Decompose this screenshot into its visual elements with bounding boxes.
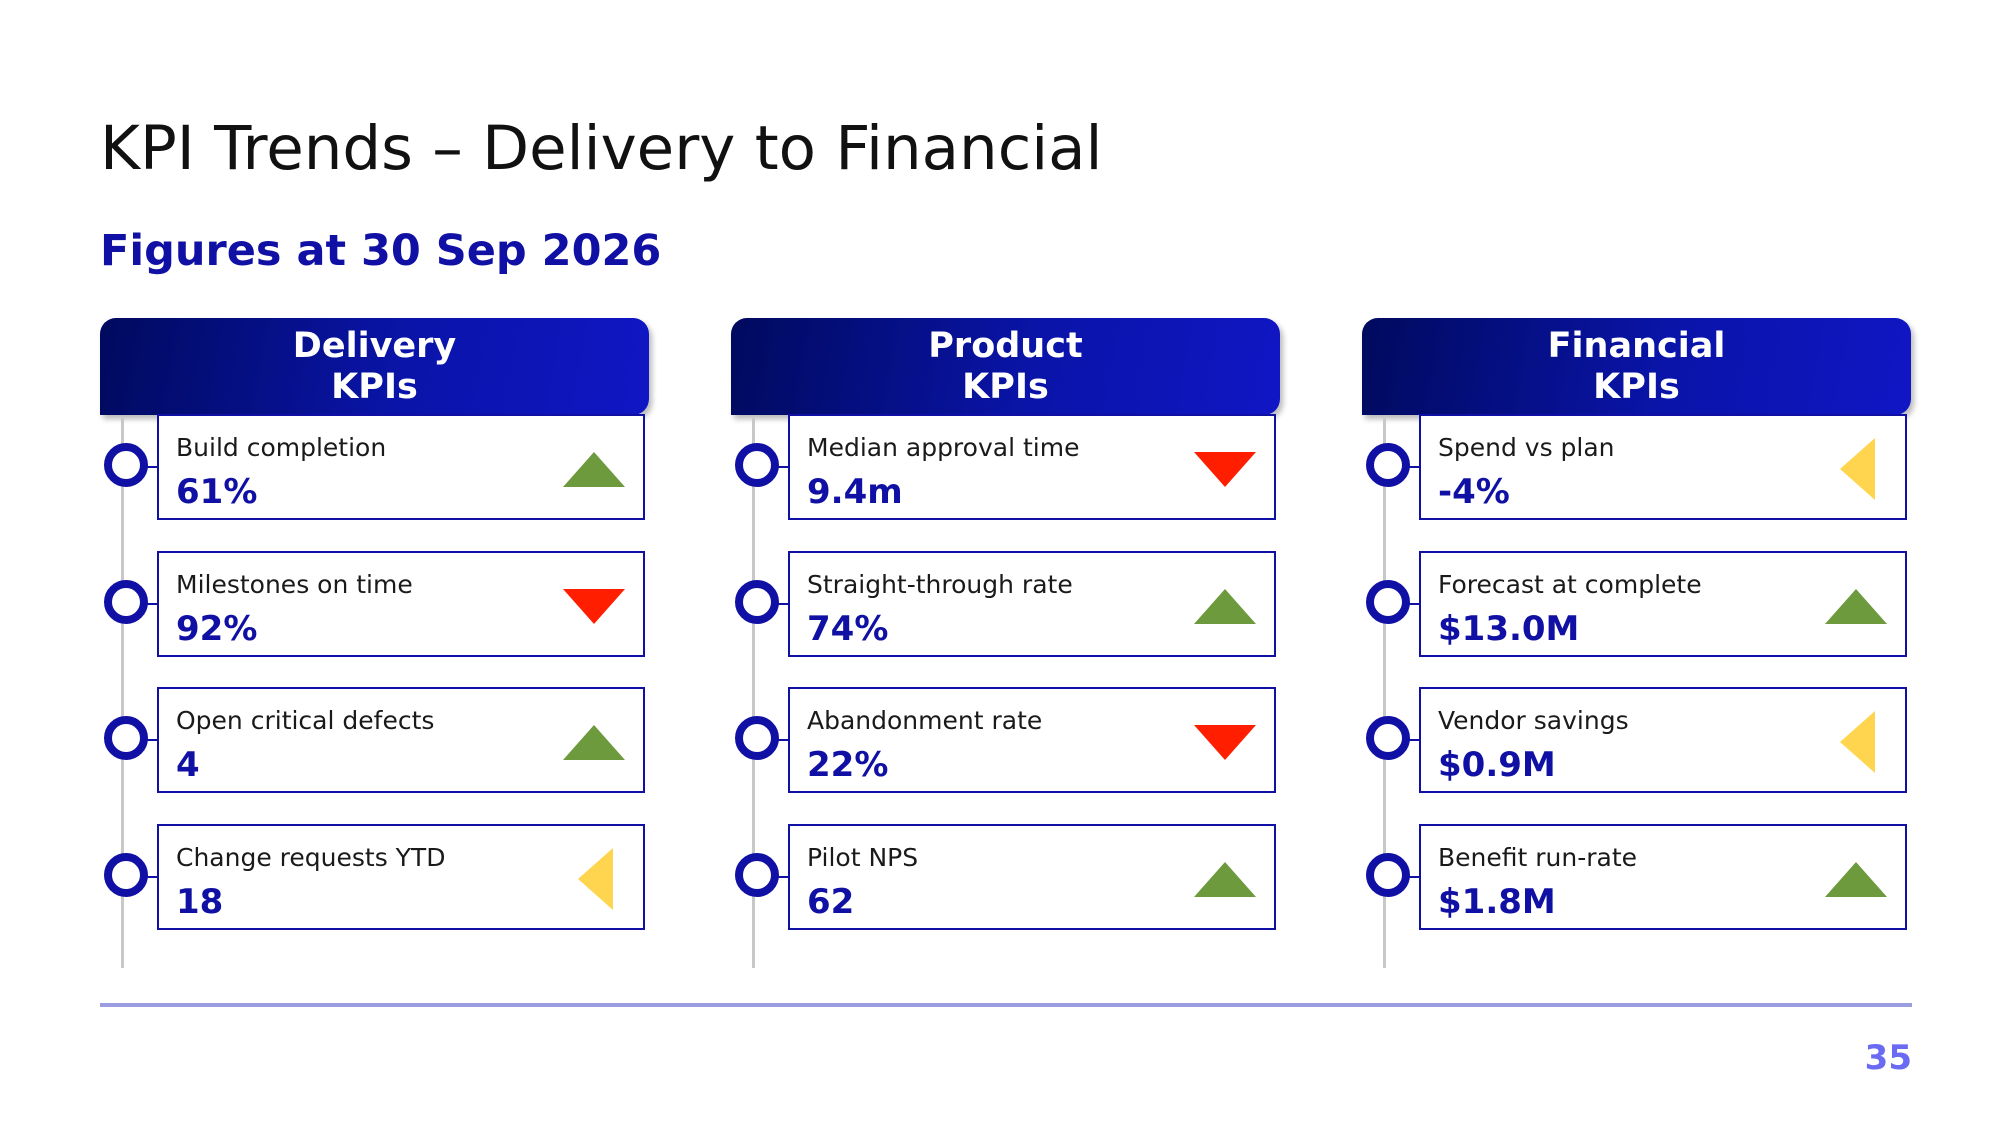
timeline-node-icon — [1366, 853, 1410, 897]
kpi-label: Spend vs plan — [1438, 433, 1615, 462]
timeline-connector — [144, 739, 157, 741]
timeline-node-icon — [1366, 580, 1410, 624]
kpi-value: -4% — [1438, 472, 1510, 512]
slide-title: KPI Trends – Delivery to Financial — [100, 113, 1103, 184]
kpi-value: 61% — [176, 472, 258, 512]
trend-flat-icon — [578, 848, 613, 910]
timeline-node-icon — [735, 716, 779, 760]
kpi-label: Vendor savings — [1438, 706, 1629, 735]
timeline-line — [121, 418, 124, 968]
kpi-card: Pilot NPS 62 — [788, 824, 1276, 930]
kpi-label: Pilot NPS — [807, 843, 919, 872]
trend-up-icon — [563, 452, 625, 487]
column-header-line2: KPIs — [331, 366, 418, 407]
kpi-label: Abandonment rate — [807, 706, 1043, 735]
timeline-node-icon — [735, 580, 779, 624]
column-header-line1: Delivery — [292, 325, 457, 366]
timeline-node-icon — [104, 853, 148, 897]
kpi-value: 22% — [807, 745, 889, 785]
kpi-column-product: Product KPIs Median approval time 9.4m S… — [731, 318, 1280, 968]
trend-flat-icon — [1840, 438, 1875, 500]
timeline-node-icon — [735, 443, 779, 487]
timeline-node-icon — [735, 853, 779, 897]
kpi-card: Change requests YTD 18 — [157, 824, 645, 930]
timeline-node-icon — [1366, 716, 1410, 760]
slide-subtitle: Figures at 30 Sep 2026 — [100, 226, 662, 276]
kpi-card: Milestones on time 92% — [157, 551, 645, 657]
kpi-value: 4 — [176, 745, 200, 785]
trend-up-icon — [1825, 589, 1887, 624]
kpi-value: $1.8M — [1438, 882, 1556, 922]
kpi-card: Build completion 61% — [157, 414, 645, 520]
trend-down-icon — [1194, 725, 1256, 760]
kpi-card: Median approval time 9.4m — [788, 414, 1276, 520]
column-header-line1: Product — [928, 325, 1083, 366]
timeline-node-icon — [104, 716, 148, 760]
kpi-label: Build completion — [176, 433, 387, 462]
timeline-line — [1383, 418, 1386, 968]
timeline-connector — [144, 603, 157, 605]
timeline-line — [752, 418, 755, 968]
timeline-connector — [775, 876, 788, 878]
timeline-connector — [1406, 466, 1419, 468]
kpi-value: 18 — [176, 882, 224, 922]
kpi-card: Open critical defects 4 — [157, 687, 645, 793]
trend-up-icon — [1194, 589, 1256, 624]
timeline-connector — [1406, 876, 1419, 878]
kpi-value: 62 — [807, 882, 855, 922]
kpi-label: Forecast at complete — [1438, 570, 1702, 599]
footer-divider — [100, 1003, 1912, 1007]
kpi-label: Milestones on time — [176, 570, 413, 599]
timeline-connector — [775, 739, 788, 741]
timeline-connector — [144, 876, 157, 878]
kpi-card: Abandonment rate 22% — [788, 687, 1276, 793]
column-header-line2: KPIs — [962, 366, 1049, 407]
kpi-column-financial: Financial KPIs Spend vs plan -4% Forecas… — [1362, 318, 1911, 968]
page-number: 35 — [1864, 1038, 1912, 1078]
kpi-label: Open critical defects — [176, 706, 435, 735]
kpi-value: $0.9M — [1438, 745, 1556, 785]
trend-down-icon — [563, 589, 625, 624]
kpi-label: Straight-through rate — [807, 570, 1073, 599]
timeline-connector — [775, 466, 788, 468]
kpi-label: Change requests YTD — [176, 843, 446, 872]
trend-up-icon — [1194, 862, 1256, 897]
timeline-node-icon — [104, 580, 148, 624]
timeline-node-icon — [104, 443, 148, 487]
trend-up-icon — [563, 725, 625, 760]
timeline-connector — [144, 466, 157, 468]
column-header: Product KPIs — [731, 318, 1280, 415]
kpi-card: Vendor savings $0.9M — [1419, 687, 1907, 793]
timeline-connector — [775, 603, 788, 605]
trend-up-icon — [1825, 862, 1887, 897]
kpi-card: Straight-through rate 74% — [788, 551, 1276, 657]
trend-down-icon — [1194, 452, 1256, 487]
kpi-card: Forecast at complete $13.0M — [1419, 551, 1907, 657]
column-header-line2: KPIs — [1593, 366, 1680, 407]
kpi-value: 74% — [807, 609, 889, 649]
timeline-node-icon — [1366, 443, 1410, 487]
kpi-value: 92% — [176, 609, 258, 649]
trend-flat-icon — [1840, 711, 1875, 773]
timeline-connector — [1406, 603, 1419, 605]
kpi-label: Median approval time — [807, 433, 1080, 462]
column-header: Financial KPIs — [1362, 318, 1911, 415]
column-header: Delivery KPIs — [100, 318, 649, 415]
kpi-card: Benefit run-rate $1.8M — [1419, 824, 1907, 930]
kpi-value: 9.4m — [807, 472, 903, 512]
kpi-label: Benefit run-rate — [1438, 843, 1638, 872]
column-header-line1: Financial — [1547, 325, 1726, 366]
kpi-column-delivery: Delivery KPIs Build completion 61% Miles… — [100, 318, 649, 968]
timeline-connector — [1406, 739, 1419, 741]
kpi-value: $13.0M — [1438, 609, 1580, 649]
kpi-card: Spend vs plan -4% — [1419, 414, 1907, 520]
